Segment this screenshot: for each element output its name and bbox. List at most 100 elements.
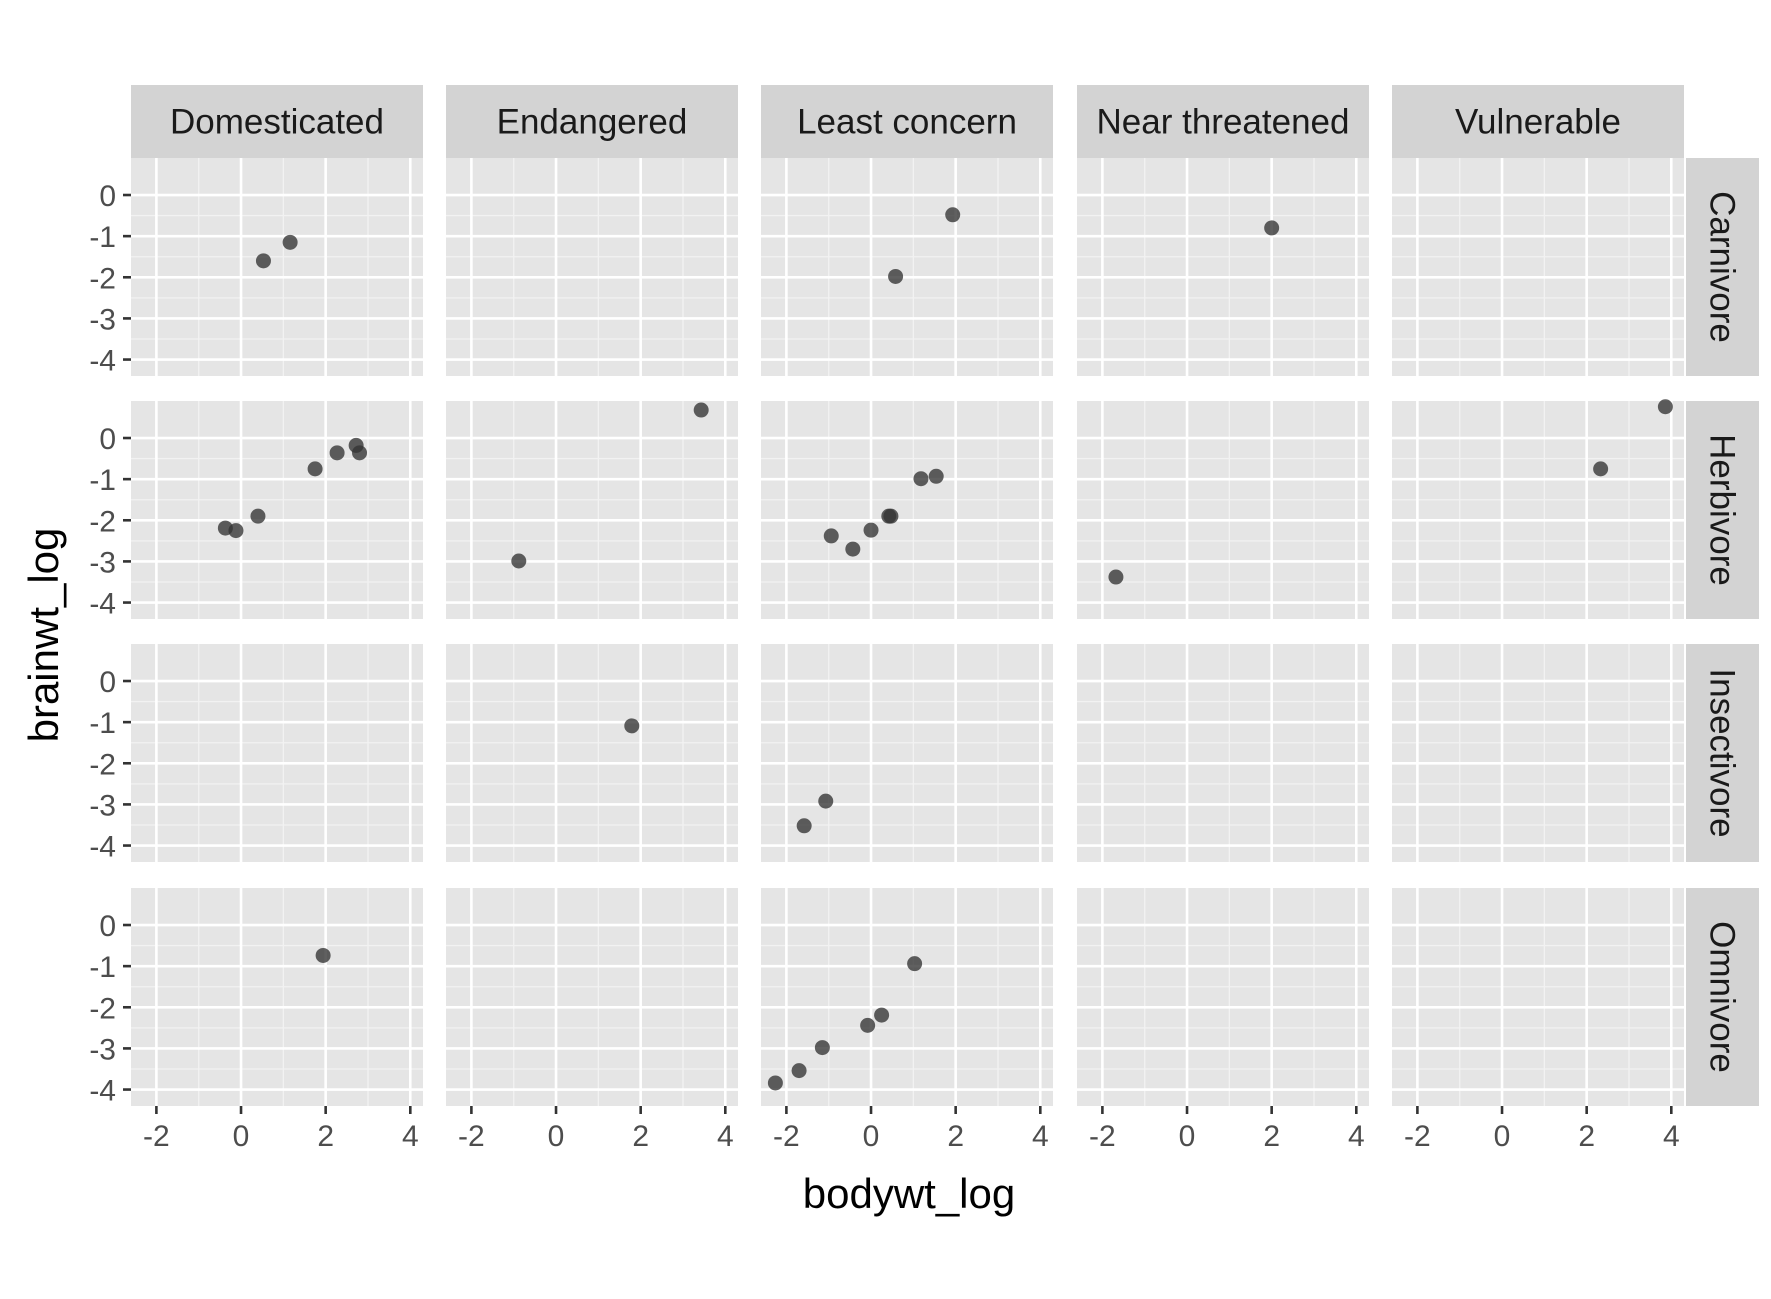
y-axis-title: brainwt_log bbox=[20, 528, 67, 743]
panel-insectivore-vulnerable bbox=[1392, 644, 1684, 862]
x-tick-label: -2 bbox=[1089, 1120, 1116, 1153]
data-point bbox=[874, 1007, 890, 1023]
column-strip-label: Endangered bbox=[497, 103, 688, 142]
data-point bbox=[352, 445, 368, 461]
panel-insectivore-least-concern bbox=[761, 644, 1053, 862]
panel-background bbox=[446, 401, 738, 619]
panel-background bbox=[131, 158, 423, 376]
row-strip-carnivore: Carnivore bbox=[1686, 158, 1759, 376]
x-tick-label: -2 bbox=[1404, 1120, 1431, 1153]
x-tick-label: 2 bbox=[632, 1120, 649, 1153]
x-tick-label: -2 bbox=[773, 1120, 800, 1153]
y-tick-label: -2 bbox=[89, 262, 116, 295]
data-point bbox=[791, 1063, 807, 1079]
data-point bbox=[307, 461, 323, 477]
row-strip-omnivore: Omnivore bbox=[1686, 888, 1759, 1106]
data-point bbox=[624, 718, 640, 734]
column-strip-near-threatened: Near threatened bbox=[1077, 85, 1369, 158]
panel-carnivore-vulnerable bbox=[1392, 158, 1684, 376]
panel-background bbox=[761, 401, 1053, 619]
data-point bbox=[845, 541, 861, 557]
data-point bbox=[1657, 399, 1673, 415]
panel-carnivore-least-concern bbox=[761, 158, 1053, 376]
data-point bbox=[329, 445, 345, 461]
panel-herbivore-near-threatened bbox=[1077, 401, 1369, 619]
strip-background bbox=[1077, 85, 1369, 158]
y-tick-label: -1 bbox=[89, 464, 116, 497]
panel-herbivore-endangered bbox=[446, 401, 738, 619]
panel-background bbox=[446, 644, 738, 862]
data-point bbox=[250, 508, 266, 524]
data-point bbox=[945, 207, 961, 223]
y-tick-label: -4 bbox=[89, 345, 116, 378]
data-point bbox=[823, 528, 839, 544]
y-tick-label: 0 bbox=[99, 666, 116, 699]
panels-layer bbox=[131, 158, 1684, 1106]
column-strip-endangered: Endangered bbox=[446, 85, 738, 158]
panel-insectivore-domesticated bbox=[131, 644, 423, 862]
panel-background bbox=[1392, 888, 1684, 1106]
strip-background bbox=[131, 85, 423, 158]
row-strip-label: Omnivore bbox=[1703, 921, 1742, 1073]
row-strip-herbivore: Herbivore bbox=[1686, 401, 1759, 619]
panel-background bbox=[446, 888, 738, 1106]
data-point bbox=[1108, 569, 1124, 585]
strip-background bbox=[1686, 158, 1759, 376]
panel-omnivore-least-concern bbox=[761, 888, 1053, 1106]
panel-insectivore-near-threatened bbox=[1077, 644, 1369, 862]
data-point bbox=[928, 468, 944, 484]
y-tick-label: -3 bbox=[89, 1033, 116, 1066]
data-point bbox=[315, 947, 331, 963]
strip-background bbox=[1686, 888, 1759, 1106]
y-tick-label: -3 bbox=[89, 546, 116, 579]
column-strip-label: Domesticated bbox=[170, 103, 384, 142]
panel-background bbox=[761, 158, 1053, 376]
panel-omnivore-vulnerable bbox=[1392, 888, 1684, 1106]
data-point bbox=[860, 1017, 876, 1033]
x-tick-label: 0 bbox=[548, 1120, 565, 1153]
panel-insectivore-endangered bbox=[446, 644, 738, 862]
y-tick-label: -3 bbox=[89, 303, 116, 336]
y-tick-label: 0 bbox=[99, 910, 116, 943]
strip-background bbox=[446, 85, 738, 158]
data-point bbox=[907, 956, 923, 972]
row-strip-insectivore: Insectivore bbox=[1686, 644, 1759, 862]
x-tick-label: 2 bbox=[1263, 1120, 1280, 1153]
panel-background bbox=[1077, 888, 1369, 1106]
panel-background bbox=[131, 644, 423, 862]
panel-herbivore-domesticated bbox=[131, 401, 423, 619]
panel-background bbox=[1077, 644, 1369, 862]
data-point bbox=[814, 1040, 830, 1056]
column-strip-least-concern: Least concern bbox=[761, 85, 1053, 158]
x-tick-label: 0 bbox=[1494, 1120, 1511, 1153]
panel-omnivore-near-threatened bbox=[1077, 888, 1369, 1106]
x-tick-label: 2 bbox=[1578, 1120, 1595, 1153]
strip-background bbox=[1686, 644, 1759, 862]
y-tick-label: -2 bbox=[89, 748, 116, 781]
data-point bbox=[796, 818, 812, 834]
y-tick-label: -2 bbox=[89, 992, 116, 1025]
x-tick-label: 0 bbox=[233, 1120, 250, 1153]
panel-omnivore-endangered bbox=[446, 888, 738, 1106]
x-axis-title: bodywt_log bbox=[803, 1170, 1015, 1217]
y-tick-label: -3 bbox=[89, 789, 116, 822]
panel-background bbox=[131, 888, 423, 1106]
panel-herbivore-vulnerable bbox=[1392, 399, 1684, 619]
x-tick-label: 4 bbox=[1348, 1120, 1365, 1153]
data-point bbox=[1593, 461, 1609, 477]
strips-layer: Domesticated Endangered Least concern Near … bbox=[131, 85, 1759, 1106]
panel-background bbox=[446, 158, 738, 376]
y-tick-label: 0 bbox=[99, 180, 116, 213]
x-tick-label: 0 bbox=[1179, 1120, 1196, 1153]
axes-layer: 0 -1 -2 -3 -4 0 -1 -2 -3 -4 0 -1 -2 -3 -4 0 -1 -2 -3 -4 -2 0 2… bbox=[89, 180, 1679, 1153]
data-point bbox=[888, 268, 904, 284]
panel-herbivore-least-concern bbox=[761, 401, 1053, 619]
data-point bbox=[767, 1075, 783, 1091]
y-tick-label: 0 bbox=[99, 423, 116, 456]
panel-omnivore-domesticated bbox=[131, 888, 423, 1106]
data-point bbox=[511, 553, 527, 569]
panel-carnivore-endangered bbox=[446, 158, 738, 376]
y-tick-label: -4 bbox=[89, 1075, 116, 1108]
data-point bbox=[255, 253, 271, 269]
x-tick-label: 4 bbox=[1663, 1120, 1680, 1153]
